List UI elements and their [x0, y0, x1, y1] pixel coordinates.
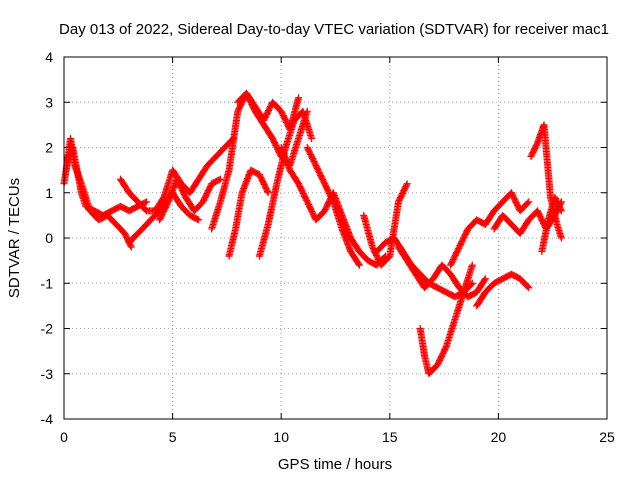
data-point-interp	[355, 260, 363, 268]
x-tick-label: 10	[273, 429, 289, 445]
data-points	[60, 89, 565, 378]
plot-frame	[63, 56, 608, 420]
tick-layer: 0 5 10 15 20 25 -4 -3 -2 -1 0 1 2 3 4	[41, 49, 615, 445]
y-tick-label: 3	[45, 94, 53, 110]
data-point	[525, 198, 533, 206]
y-tick-label: -3	[41, 366, 54, 382]
data-point	[216, 175, 224, 183]
data-point-interp	[524, 199, 532, 207]
data-point-interp	[215, 176, 223, 184]
data-point	[195, 216, 203, 224]
y-tick-label: 0	[45, 230, 53, 246]
series-sat-o	[416, 261, 476, 378]
data-point	[468, 261, 476, 269]
data-point-interp	[524, 283, 532, 291]
data-point-interp	[264, 187, 271, 195]
series-sat-h	[234, 89, 303, 133]
series-sat-t	[538, 193, 565, 256]
data-point-interp	[557, 205, 565, 213]
x-tick-label: 15	[382, 429, 398, 445]
series-sat-k	[303, 144, 363, 269]
series-sat-g	[225, 166, 272, 260]
x-tick-label: 25	[599, 429, 615, 445]
data-point	[143, 198, 151, 206]
data-point-interp	[403, 181, 411, 189]
data-point-interp	[141, 198, 149, 206]
data-point-interp	[193, 215, 201, 223]
series-sat-n	[394, 243, 489, 301]
grid-layer	[64, 57, 607, 419]
data-point-interp	[481, 276, 489, 284]
y-tick-label: 4	[45, 49, 53, 65]
data-point	[295, 94, 303, 102]
series-sat-b	[62, 134, 135, 251]
y-tick-label: -2	[41, 321, 54, 337]
y-tick-label: 1	[45, 185, 53, 201]
series-sat-q	[473, 270, 533, 310]
series-sat-e	[156, 175, 224, 224]
series-sat-i	[255, 107, 316, 260]
data-point	[355, 261, 363, 269]
y-axis-label: SDTVAR / TECUs	[6, 178, 23, 298]
data-point	[557, 234, 565, 242]
data-point	[403, 180, 411, 188]
series-sat-p	[447, 189, 533, 269]
data-point	[308, 134, 316, 142]
y-tick-label: -1	[41, 275, 54, 291]
data-point	[264, 189, 272, 197]
y-tick-label: -4	[41, 411, 54, 427]
x-tick-label: 20	[491, 429, 507, 445]
x-tick-label: 5	[169, 429, 177, 445]
data-point	[557, 207, 565, 215]
data-point	[525, 284, 533, 292]
data-point	[127, 243, 135, 251]
x-axis-label: GPS time / hours	[278, 456, 392, 473]
x-tick-label: 0	[60, 429, 68, 445]
chart-title: Day 013 of 2022, Sidereal Day-to-day VTE…	[59, 21, 609, 38]
data-point	[481, 275, 489, 283]
y-tick-label: 2	[45, 140, 53, 156]
